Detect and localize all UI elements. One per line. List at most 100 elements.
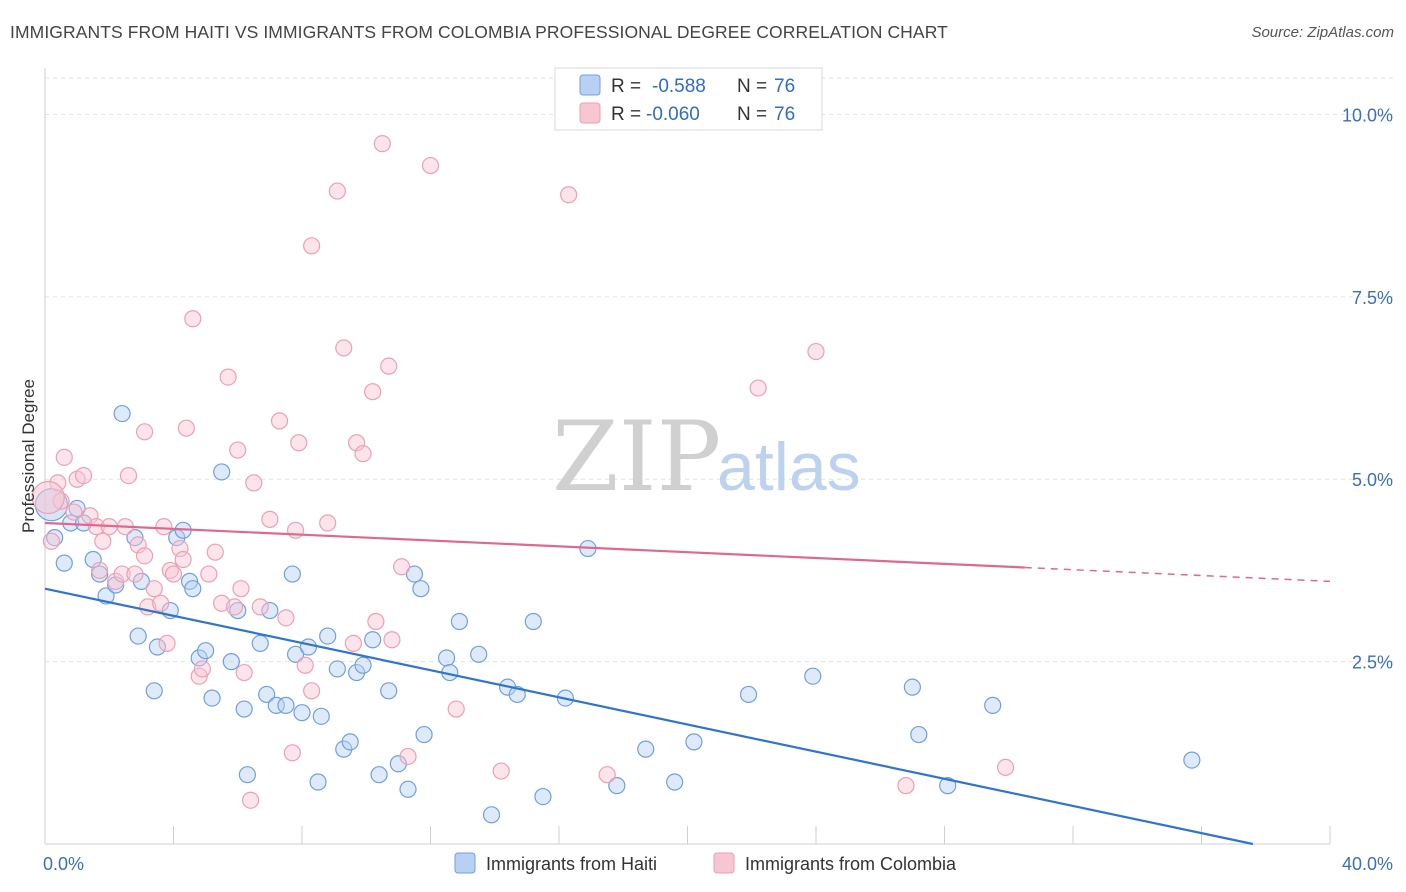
series-points-1 [31,135,1015,809]
data-point [328,660,346,678]
series-legend-label-colombia: Immigrants from Colombia [745,854,957,874]
tick-labels: 2.5% 5.0% 7.5% 10.0% 0.0% 40.0% [43,105,1393,874]
data-point [608,777,626,795]
data-point [534,787,552,806]
data-point [482,806,501,824]
data-point [373,135,391,153]
data-point [328,182,346,200]
trend-line-extension-1 [1024,566,1331,583]
data-point [319,627,337,645]
data-point [399,780,417,798]
data-point [129,536,147,554]
data-point [524,612,542,631]
data-point [277,696,295,714]
data-point [65,503,83,521]
data-point [637,740,655,758]
data-point [290,434,308,452]
data-point [245,474,263,492]
data-point [213,463,231,481]
data-point [113,404,131,423]
data-point [367,612,385,631]
data-point [405,565,424,583]
y-axis-label: Professional Degree [19,379,38,533]
data-points [31,135,1201,824]
data-point [171,539,189,558]
data-point [184,310,202,328]
watermark-atlas: atlas [717,429,861,505]
data-point [283,565,301,583]
data-point [910,725,928,744]
data-point [242,791,260,809]
data-point [135,547,154,565]
y-tick-label-3: 10.0% [1342,105,1393,125]
grid-lines [45,77,1393,663]
data-point [739,685,758,704]
data-point [258,685,276,704]
y-tick-label-1: 5.0% [1352,470,1393,490]
data-point [380,682,398,700]
data-point [174,550,192,569]
data-point [177,419,195,437]
data-point [399,747,417,766]
data-point [261,601,279,620]
data-point [91,561,109,580]
data-point [666,773,684,791]
data-point [213,594,231,612]
data-point [251,634,269,652]
data-point [283,744,301,762]
data-point [31,480,65,515]
data-point [232,580,250,598]
data-point [42,532,61,550]
watermark-zip: ZIP [552,401,721,513]
data-point [344,634,362,652]
data-point [152,594,170,612]
data-point [91,565,109,583]
data-point [126,565,144,583]
legend-n-label-haiti: N = [737,76,767,97]
data-point [55,554,73,572]
data-point [55,448,73,466]
y-tick-label-0: 2.5% [1352,653,1393,673]
data-point [225,598,244,616]
legend-n-value-colombia: 76 [774,104,795,125]
data-point [119,466,138,485]
data-point [437,649,456,667]
data-point [94,532,112,550]
data-point [219,368,237,386]
watermark: ZIP atlas [552,401,861,513]
data-point [492,762,510,780]
data-point [560,186,578,204]
data-point [206,543,224,561]
data-point [354,656,372,674]
data-point [303,237,321,255]
data-point [293,704,311,722]
x-tick-label-1: 40.0% [1342,854,1393,874]
data-point [148,638,167,656]
data-point [1183,751,1201,769]
series-legend-label-haiti: Immigrants from Haiti [486,854,657,874]
data-point [164,565,183,583]
legend-r-label-haiti: R = [611,76,641,97]
data-point [229,441,247,459]
data-point [129,627,147,645]
data-point [984,696,1002,714]
data-point [74,466,93,485]
data-point [380,357,398,375]
data-point [354,445,372,463]
legend-r-label-colombia: R = [611,104,641,125]
trend-line-0 [44,587,1254,846]
data-point [415,725,433,744]
data-point [804,667,822,685]
data-point [277,609,295,627]
data-point [251,598,269,616]
data-point [158,634,176,652]
data-point [897,777,915,795]
data-point [447,700,465,718]
axes [44,68,1331,845]
data-point [903,678,921,696]
data-point [370,766,388,784]
stats-legend: R = -0.588 N = 76 R = -0.060 N = 76 [554,67,823,131]
data-point [267,696,285,714]
data-point [383,631,401,649]
